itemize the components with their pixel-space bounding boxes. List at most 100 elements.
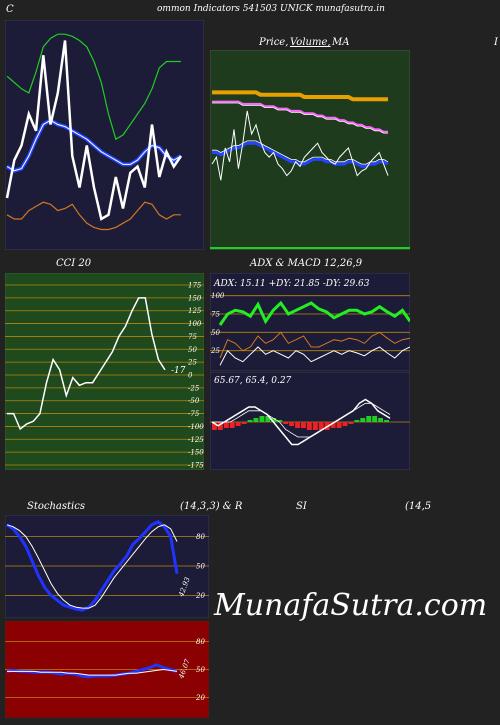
cci-last-label: -17 xyxy=(171,366,186,376)
tick-label: -50 xyxy=(188,397,200,405)
macd-bar xyxy=(330,422,336,428)
macd-bar xyxy=(289,422,294,426)
cci-panel: 175 150 125 100 75 50 25 0 -25 -50 -75 -100 -125 -150… xyxy=(5,273,204,470)
macd-bar xyxy=(253,418,259,422)
tick-label: 80 xyxy=(196,638,205,646)
macd-bar xyxy=(354,420,360,422)
adx-line xyxy=(218,300,410,326)
tick-label: 75 xyxy=(188,333,197,341)
tick-label: 25 xyxy=(187,359,197,367)
macd-bar xyxy=(378,418,383,422)
macd-bar xyxy=(271,418,277,422)
macd-panel: 65.67, 65.4, 0.27 xyxy=(210,372,410,470)
page-title: ommon Indicators 541503 UNICK munafasutr… xyxy=(157,4,385,14)
macd-bar xyxy=(342,422,348,426)
ma-mid-highlight xyxy=(212,102,388,134)
price-title-a: Price, xyxy=(259,37,289,48)
rsi-signal-line xyxy=(7,668,178,676)
price-title-c: MA xyxy=(332,37,350,48)
tick-label: 0 xyxy=(188,372,193,380)
indicator-chart xyxy=(5,20,204,250)
tick-label: 50 xyxy=(196,563,205,571)
macd-bar xyxy=(283,422,289,424)
plus-dy-line xyxy=(219,331,410,359)
cci-chart: 175 150 125 100 75 50 25 0 -25 -50 -75 -100 -125 -150… xyxy=(5,273,204,470)
tick-label: 50 xyxy=(211,329,220,337)
corner-letter: C xyxy=(6,4,14,15)
macd-bar xyxy=(295,422,300,428)
stoch-title-d: (14,5 xyxy=(405,501,432,512)
macd-bar xyxy=(312,422,318,430)
tick-label: 20 xyxy=(195,694,205,702)
macd-bar xyxy=(217,422,223,430)
tick-label: 50 xyxy=(188,346,197,354)
macd-bar xyxy=(235,422,241,426)
price-chart xyxy=(210,50,410,250)
macd-bar xyxy=(366,416,372,422)
indicator-panel xyxy=(5,20,204,250)
macd-bar xyxy=(223,422,229,428)
stoch-panel: 80 50 20 42.93 xyxy=(5,515,209,618)
tick-label: 20 xyxy=(195,592,205,600)
macd-bar xyxy=(247,420,253,422)
macd-bar xyxy=(360,418,366,422)
macd-signal-line xyxy=(212,402,391,438)
tick-label: -175 xyxy=(188,462,204,470)
macd-bar xyxy=(301,422,306,428)
ma-short-line xyxy=(212,141,389,168)
macd-bar xyxy=(241,422,247,424)
tick-label: 125 xyxy=(188,307,202,315)
stoch-d-line xyxy=(6,524,178,609)
tick-label: -125 xyxy=(188,436,204,444)
tick-label: -150 xyxy=(188,449,204,457)
adx-chart: 100 75 50 25 ADX: 15.11 +DY: 21.85 -DY: 29.… xyxy=(210,273,410,371)
upper-band-line xyxy=(6,33,181,141)
middle-band-highlight xyxy=(6,119,182,172)
tick-label: 25 xyxy=(210,347,220,355)
watermark: MunafaSutra.com xyxy=(214,588,488,623)
stoch-title-c: SI xyxy=(296,501,307,512)
tick-label: 80 xyxy=(196,533,205,541)
rsi-line xyxy=(6,663,178,679)
ma-short-highlight xyxy=(212,140,389,165)
tick-label: -100 xyxy=(188,423,204,431)
price-panel xyxy=(210,50,410,250)
price-line xyxy=(5,40,183,221)
price-line xyxy=(211,110,389,181)
macd-values-text: 65.67, 65.4, 0.27 xyxy=(214,376,292,386)
tick-label: 100 xyxy=(211,292,225,300)
tick-label: 50 xyxy=(196,666,205,674)
stoch-title-a: Stochastics xyxy=(27,501,85,512)
adx-panel: 100 75 50 25 ADX: 15.11 +DY: 21.85 -DY: 29.… xyxy=(210,273,410,371)
macd-bar xyxy=(372,416,378,422)
rsi-panel: 80 50 20 46.07 xyxy=(5,621,209,718)
macd-bar xyxy=(277,420,283,422)
macd-bar xyxy=(384,420,389,422)
macd-bar xyxy=(336,422,342,428)
macd-line xyxy=(211,398,391,446)
price-title-b: Volume, xyxy=(290,37,331,48)
macd-bar xyxy=(265,416,271,422)
tick-label: 175 xyxy=(188,282,202,290)
macd-bar xyxy=(229,422,235,428)
cci-line xyxy=(7,297,166,431)
macd-bar xyxy=(318,422,324,430)
ma-mid-line xyxy=(212,100,388,133)
tick-label: 100 xyxy=(188,320,202,328)
adx-values-text: ADX: 15.11 +DY: 21.85 -DY: 29.63 xyxy=(213,279,370,289)
tick-label: -75 xyxy=(188,410,200,418)
stoch-k-line xyxy=(6,520,179,612)
macd-bar xyxy=(212,422,217,430)
lower-band-line xyxy=(6,201,181,231)
macd-bar xyxy=(306,422,312,430)
ma-long-line xyxy=(212,90,388,102)
macd-bar xyxy=(259,416,265,422)
macd-bar xyxy=(348,422,354,424)
right-letter: I xyxy=(494,37,498,48)
tick-label: 75 xyxy=(211,311,220,319)
minus-dy-line xyxy=(219,346,410,366)
stoch-title-b: (14,3,3) & R xyxy=(180,501,243,512)
tick-label: -25 xyxy=(188,384,200,392)
